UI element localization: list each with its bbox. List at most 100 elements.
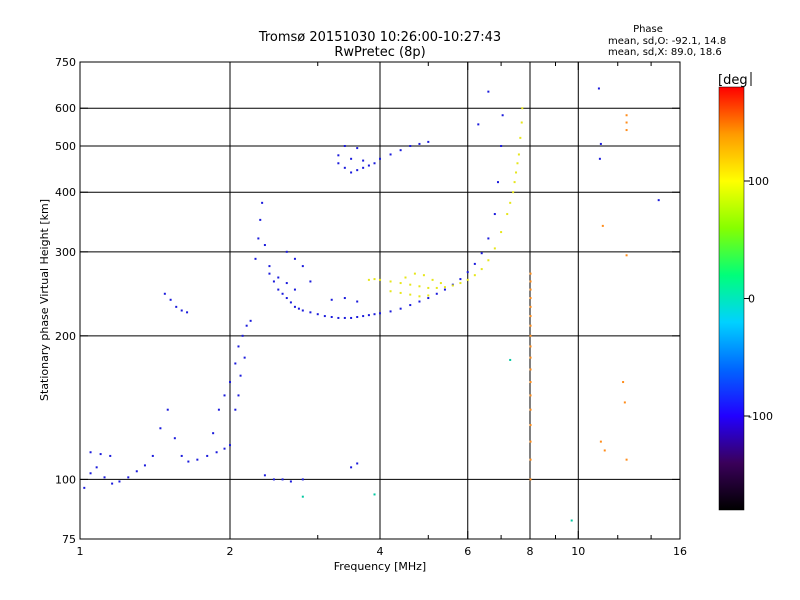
data-points xyxy=(83,87,660,522)
x-tick-label: 8 xyxy=(527,545,534,558)
data-point xyxy=(281,292,284,295)
x-tick-label: 4 xyxy=(377,545,384,558)
data-point xyxy=(435,286,438,289)
data-point xyxy=(625,129,628,132)
x-tick-label: 10 xyxy=(571,545,585,558)
grid-lines xyxy=(80,62,680,539)
data-point xyxy=(89,472,92,475)
data-point xyxy=(519,136,522,139)
data-point xyxy=(515,171,518,174)
data-point xyxy=(443,286,446,289)
data-point xyxy=(529,280,532,283)
data-point xyxy=(517,153,520,156)
data-point xyxy=(399,149,402,152)
axis-ticks: 1 2 4 6 8 10 16 75 100 200 300 400 500 600 750 xyxy=(55,56,687,558)
data-point xyxy=(356,300,359,303)
data-point xyxy=(259,218,262,221)
data-point xyxy=(389,153,392,156)
plot-frame xyxy=(79,61,681,540)
data-point xyxy=(625,254,628,257)
data-point xyxy=(487,90,490,93)
data-point xyxy=(409,144,412,147)
data-point xyxy=(263,244,266,247)
data-point xyxy=(501,114,504,117)
data-point xyxy=(379,157,381,160)
data-point xyxy=(506,213,509,216)
data-point xyxy=(237,394,240,397)
data-point xyxy=(529,424,532,427)
data-point xyxy=(529,334,532,337)
data-point xyxy=(95,466,98,469)
data-point xyxy=(350,316,353,319)
data-point xyxy=(196,458,199,461)
data-point xyxy=(350,157,353,160)
data-point xyxy=(293,288,296,291)
data-point xyxy=(127,476,130,479)
data-point xyxy=(466,278,469,281)
data-point xyxy=(337,162,340,165)
data-point xyxy=(109,454,112,457)
data-point xyxy=(301,309,304,312)
y-tick-label: 200 xyxy=(55,330,76,343)
data-point xyxy=(272,280,275,283)
data-point xyxy=(529,272,532,275)
data-point xyxy=(625,114,628,117)
data-point xyxy=(418,295,421,298)
data-point xyxy=(399,307,402,310)
data-point xyxy=(285,297,288,300)
data-point xyxy=(459,278,462,281)
data-point xyxy=(356,169,359,172)
x-tick-label: 2 xyxy=(227,545,234,558)
data-point xyxy=(422,274,425,277)
y-tick-label: 500 xyxy=(55,140,76,153)
data-point xyxy=(404,276,407,279)
data-point xyxy=(356,147,359,150)
data-point xyxy=(337,316,340,319)
data-point xyxy=(599,440,602,443)
data-point xyxy=(343,316,346,319)
data-point xyxy=(373,278,376,281)
data-point xyxy=(343,144,346,147)
data-point xyxy=(234,408,237,411)
data-point xyxy=(239,374,242,377)
data-point xyxy=(601,224,604,227)
data-point xyxy=(496,181,499,184)
data-point xyxy=(257,237,260,240)
y-tick-label: 100 xyxy=(55,473,76,486)
data-point xyxy=(277,288,280,291)
data-point xyxy=(350,171,353,174)
data-point xyxy=(389,280,392,283)
data-point xyxy=(520,121,523,124)
data-point xyxy=(443,288,446,291)
data-point xyxy=(254,257,257,260)
data-point xyxy=(367,314,370,317)
y-tick-label: 75 xyxy=(62,533,76,546)
data-point xyxy=(473,274,476,277)
data-point xyxy=(323,315,326,318)
data-point xyxy=(373,313,376,316)
data-point xyxy=(509,358,512,361)
data-point xyxy=(289,480,292,483)
data-point xyxy=(301,265,304,268)
data-point xyxy=(206,454,209,457)
data-point xyxy=(622,381,625,384)
data-point xyxy=(343,297,346,300)
data-point xyxy=(409,283,412,286)
data-point xyxy=(480,268,483,271)
data-point xyxy=(272,478,275,481)
data-point xyxy=(521,107,524,110)
data-point xyxy=(277,276,280,279)
data-point xyxy=(459,282,462,285)
data-point xyxy=(625,458,628,461)
data-point xyxy=(373,162,376,165)
data-point xyxy=(159,427,162,430)
data-point xyxy=(529,324,532,327)
data-point xyxy=(367,164,370,167)
data-point xyxy=(343,166,346,169)
data-point xyxy=(362,315,365,318)
data-point xyxy=(241,334,244,337)
data-point xyxy=(118,480,121,483)
data-point xyxy=(529,440,532,443)
data-point xyxy=(529,345,532,348)
data-point xyxy=(509,201,512,204)
